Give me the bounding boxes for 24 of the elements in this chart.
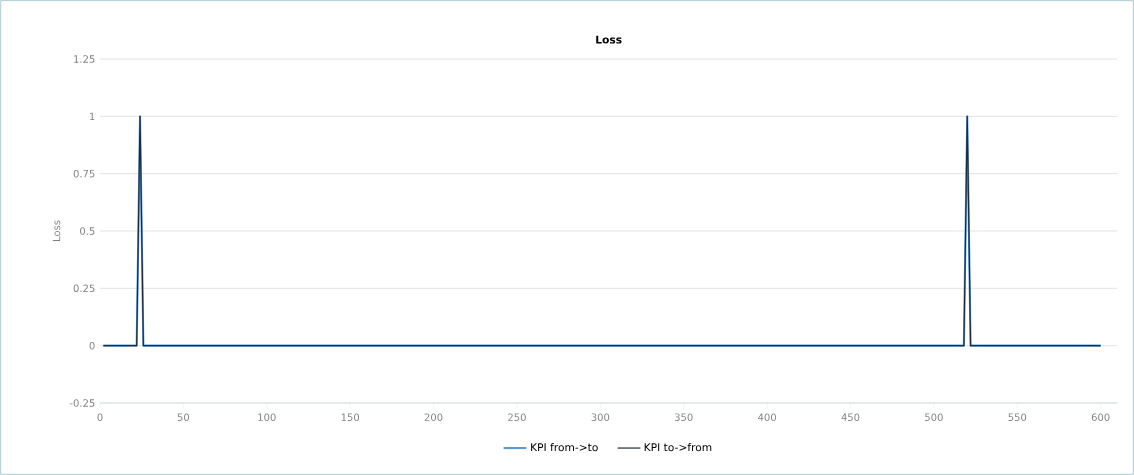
y-tick-label: 0.75	[73, 169, 95, 178]
x-tick-label: 300	[591, 413, 610, 421]
x-tick-label: 400	[758, 413, 776, 421]
x-tick-label: 50	[177, 413, 190, 421]
y-tick-label: 1.25	[74, 55, 95, 63]
x-tick-label: 550	[1008, 413, 1027, 421]
y-axis-title: Loss	[52, 220, 61, 241]
y-tick-label: 0.5	[80, 227, 95, 235]
legend-label: KPI from->to	[531, 443, 598, 452]
y-tick-label: 0.25	[73, 284, 95, 293]
x-tick-label: 250	[508, 413, 526, 421]
x-tick-label: 150	[341, 413, 360, 421]
y-tick-label: 0	[89, 341, 95, 350]
chart-title: Loss	[596, 35, 622, 44]
y-tick-label: 1	[90, 112, 95, 120]
x-tick-label: 500	[925, 413, 943, 421]
x-tick-label: 350	[674, 413, 693, 421]
x-tick-label: 200	[424, 413, 443, 421]
x-tick-label: 450	[841, 413, 860, 421]
x-tick-label: 0	[97, 413, 103, 421]
y-tick-label: -0.25	[69, 399, 95, 407]
x-tick-label: 600	[1091, 413, 1110, 421]
x-tick-label: 100	[258, 413, 276, 421]
legend-label: KPI to->from	[644, 443, 712, 452]
